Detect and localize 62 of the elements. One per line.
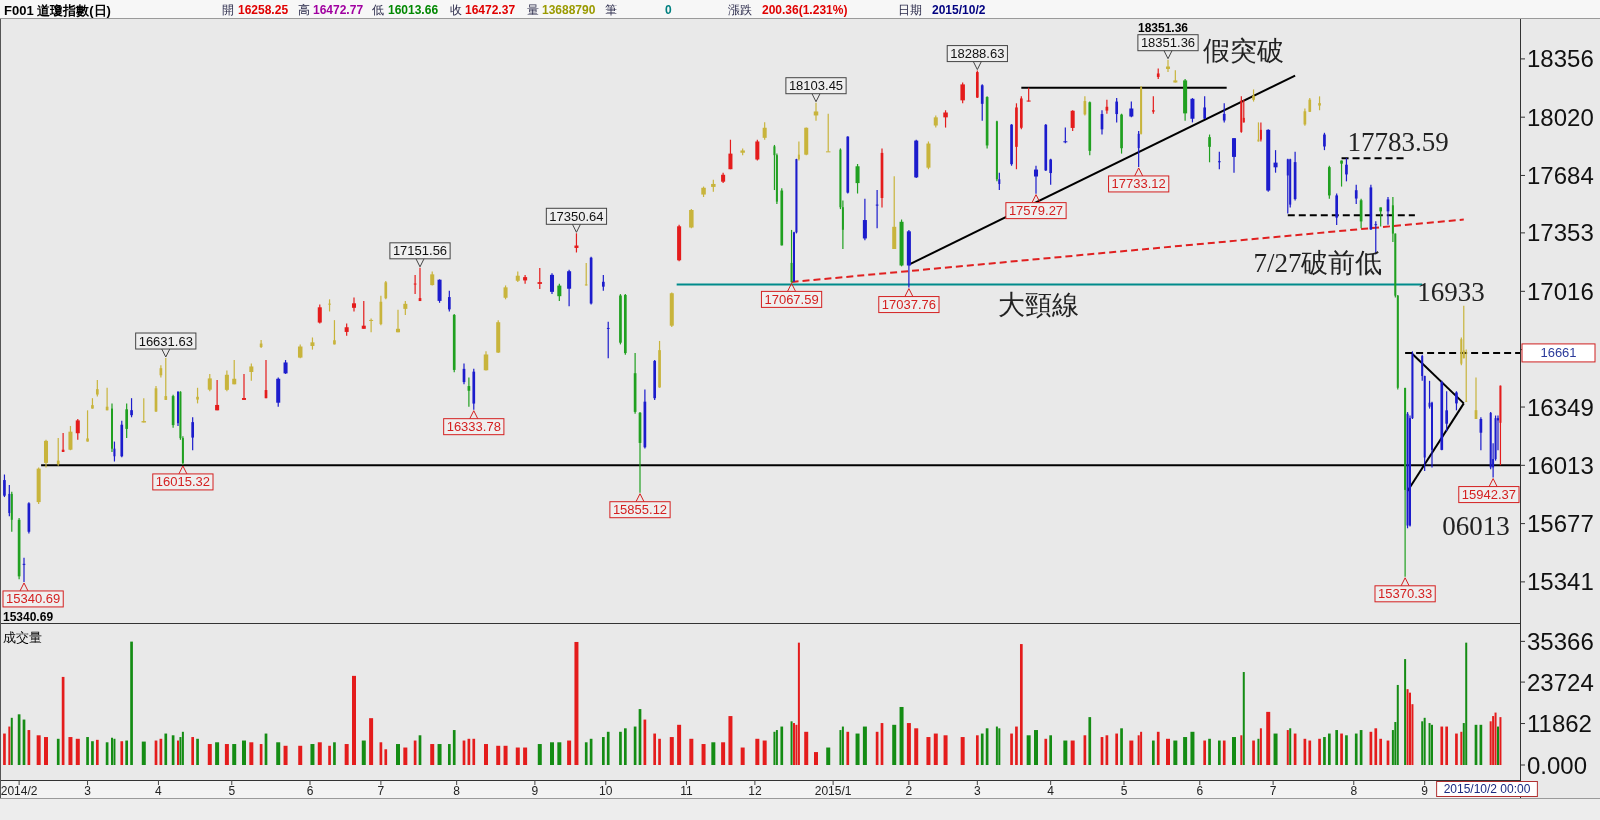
x-tick-label: 10 xyxy=(599,784,613,798)
annotation: 18351.36 xyxy=(1137,21,1189,35)
y-tick-label: 16349 xyxy=(1527,393,1594,421)
x-tick-label: 8 xyxy=(453,784,461,798)
x-tick-label: 2 xyxy=(905,784,913,798)
x-tick-label: 7 xyxy=(1269,784,1277,798)
x-tick-label: 4 xyxy=(155,784,163,798)
x-tick-label: 6 xyxy=(1196,784,1204,798)
x-tick-label: 4 xyxy=(1047,784,1055,798)
y-tick-label: 15341 xyxy=(1527,568,1594,596)
x-tick-label: 9 xyxy=(1421,784,1429,798)
annotation: 16015.32 xyxy=(155,474,211,490)
annotation: 15340.69 xyxy=(3,610,54,624)
y-tick-label: 17684 xyxy=(1527,161,1594,189)
x-tick-label: 3 xyxy=(84,784,92,798)
annotation: 7/27破前低 xyxy=(1253,248,1383,278)
x-tick-label: 2015/1 xyxy=(814,784,852,798)
x-tick-label: 5 xyxy=(228,784,236,798)
y-tick-label: 16013 xyxy=(1527,451,1594,479)
text: 開 16258.25 高 16472.77 低 16013.66 收 16472.37 量 13688790 筆 0 漲跌 200.36(1.231%) 日期 2015/10/2 xyxy=(222,3,986,17)
annotation: 18351.36 xyxy=(1140,35,1196,51)
y-tick-label: 11862 xyxy=(1527,710,1592,738)
annotation: 17067.59 xyxy=(764,291,819,307)
chart-title: 成交量 xyxy=(3,629,42,645)
annotation: 16333.78 xyxy=(446,419,501,435)
series-label: 17783.59 xyxy=(1347,127,1449,158)
x-tick-label: 11 xyxy=(680,784,693,798)
annotation: 18288.63 xyxy=(950,46,1005,62)
x-tick-label: 3 xyxy=(973,784,981,798)
annotation: 16933 xyxy=(1417,277,1485,307)
annotation: 16631.63 xyxy=(138,333,193,349)
annotation: 17151.56 xyxy=(392,243,448,259)
annotation: 大頸線 xyxy=(997,290,1079,320)
annotation: 06013 xyxy=(1442,511,1510,541)
y-tick-label: 35366 xyxy=(1527,627,1594,655)
annotation: 17037.76 xyxy=(881,297,937,313)
annotation: 17350.64 xyxy=(549,208,604,224)
text: 2015/10/2 00:00 xyxy=(1443,782,1531,796)
y-tick-label: 17353 xyxy=(1527,219,1594,247)
series-label: 16661 xyxy=(1540,345,1577,361)
y-tick-label: 18020 xyxy=(1527,103,1594,131)
x-tick-label: 2014/2 xyxy=(0,784,38,798)
annotation: 15942.37 xyxy=(1461,487,1516,503)
x-tick-label: 12 xyxy=(748,784,762,798)
y-tick-label: 18356 xyxy=(1527,45,1594,73)
annotation: 15855.12 xyxy=(612,502,668,518)
annotation: 假突破 xyxy=(1202,36,1284,66)
x-tick-label: 6 xyxy=(306,784,314,798)
x-tick-label: 7 xyxy=(377,784,385,798)
annotation: 17733.12 xyxy=(1111,176,1166,192)
annotation: 15370.33 xyxy=(1377,586,1433,602)
x-tick-label: 8 xyxy=(1350,784,1358,798)
x-tick-label: 9 xyxy=(531,784,539,798)
x-tick-label: 5 xyxy=(1120,784,1128,798)
annotation: 17579.27 xyxy=(1008,203,1064,219)
chart-title: F001 道瓊指數(日) xyxy=(4,2,111,18)
annotation: 18103.45 xyxy=(788,78,844,94)
y-tick-label: 0.000 xyxy=(1527,751,1588,779)
y-tick-label: 23724 xyxy=(1527,668,1594,696)
y-tick-label: 15677 xyxy=(1527,510,1594,538)
y-tick-label: 17016 xyxy=(1527,277,1594,305)
annotation: 15340.69 xyxy=(6,591,61,607)
